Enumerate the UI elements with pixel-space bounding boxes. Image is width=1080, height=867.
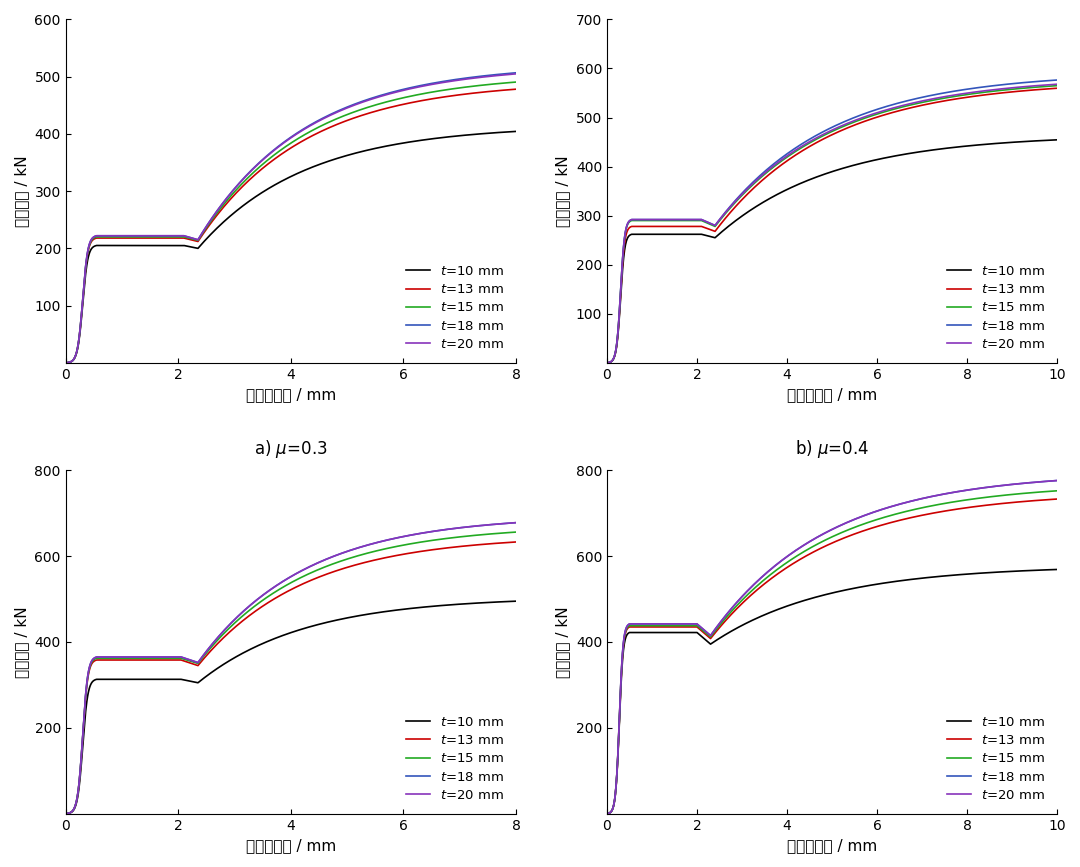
Y-axis label: 承压荷载 / kN: 承压荷载 / kN (555, 155, 570, 227)
Legend: $t$=10 mm, $t$=13 mm, $t$=15 mm, $t$=18 mm, $t$=20 mm: $t$=10 mm, $t$=13 mm, $t$=15 mm, $t$=18 … (942, 259, 1051, 356)
X-axis label: 相对滑移量 / mm: 相对滑移量 / mm (787, 388, 877, 402)
Y-axis label: 承压荷载 / kN: 承压荷载 / kN (555, 606, 570, 678)
X-axis label: 相对滑移量 / mm: 相对滑移量 / mm (246, 388, 336, 402)
Legend: $t$=10 mm, $t$=13 mm, $t$=15 mm, $t$=18 mm, $t$=20 mm: $t$=10 mm, $t$=13 mm, $t$=15 mm, $t$=18 … (942, 710, 1051, 807)
Text: a) $\mu$=0.3: a) $\mu$=0.3 (254, 439, 327, 460)
Y-axis label: 承压荷载 / kN: 承压荷载 / kN (14, 606, 29, 678)
Legend: $t$=10 mm, $t$=13 mm, $t$=15 mm, $t$=18 mm, $t$=20 mm: $t$=10 mm, $t$=13 mm, $t$=15 mm, $t$=18 … (401, 710, 510, 807)
Text: b) $\mu$=0.4: b) $\mu$=0.4 (795, 439, 869, 460)
Y-axis label: 承压荷载 / kN: 承压荷载 / kN (14, 155, 29, 227)
Legend: $t$=10 mm, $t$=13 mm, $t$=15 mm, $t$=18 mm, $t$=20 mm: $t$=10 mm, $t$=13 mm, $t$=15 mm, $t$=18 … (401, 259, 510, 356)
X-axis label: 相对滑移量 / mm: 相对滑移量 / mm (787, 838, 877, 853)
X-axis label: 相对滑移量 / mm: 相对滑移量 / mm (246, 838, 336, 853)
